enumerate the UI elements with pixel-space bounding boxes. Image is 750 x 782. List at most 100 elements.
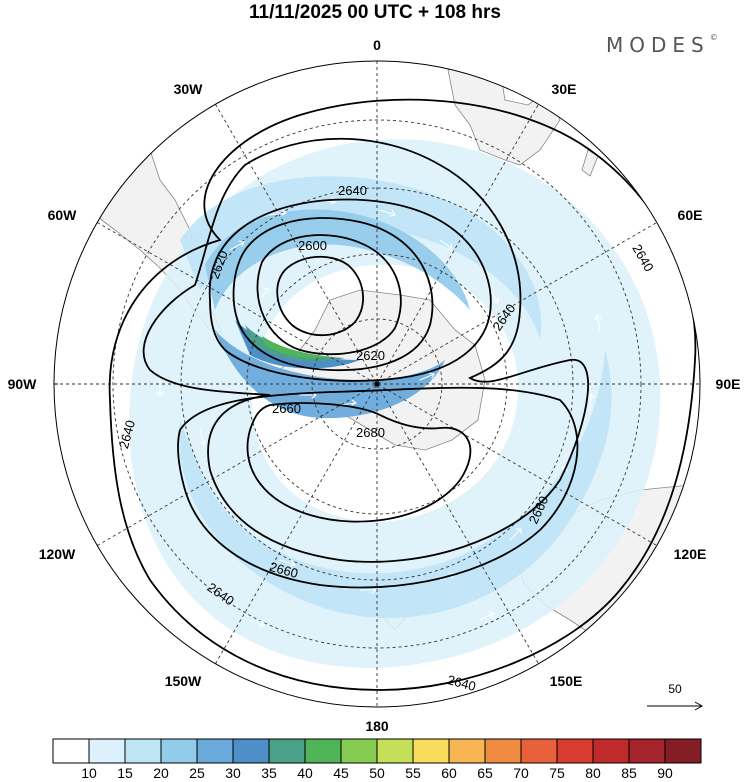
contour-label: 2640 bbox=[116, 418, 138, 450]
lon-label-150e: 150E bbox=[550, 673, 583, 689]
contour-2660-outer bbox=[177, 386, 579, 589]
contour-label: 2640 bbox=[446, 672, 478, 694]
contour-label: 2660 bbox=[268, 559, 300, 581]
wind-vector bbox=[249, 619, 265, 628]
lon-label-180: 180 bbox=[365, 718, 389, 734]
wind-vector bbox=[419, 372, 435, 381]
contour-2600-outer bbox=[256, 234, 402, 356]
colorbar-swatch bbox=[196, 738, 234, 764]
reference-vector: 50 bbox=[647, 682, 704, 711]
colorbar-swatch bbox=[448, 738, 486, 764]
colorbar-label: 55 bbox=[405, 765, 421, 781]
colorbar-label: 10 bbox=[81, 765, 97, 781]
wind-vector bbox=[259, 287, 269, 301]
wind-vector bbox=[269, 209, 288, 216]
wind-vector bbox=[379, 209, 396, 217]
wind-vector bbox=[479, 611, 495, 621]
contour-label: 2620 bbox=[356, 348, 385, 363]
contour-2600 bbox=[276, 255, 364, 337]
wind-band-40 bbox=[245, 325, 345, 362]
contour-2620-inner bbox=[232, 217, 434, 372]
wind-band-25 bbox=[205, 209, 470, 310]
longitude-labels: 0 30E 60E 90E 120E 150E 180 150W 120W 90… bbox=[8, 37, 741, 734]
colorbar-swatch bbox=[484, 738, 522, 764]
contour-label: 2680 bbox=[356, 425, 385, 440]
lon-label-90w: 90W bbox=[8, 376, 38, 392]
wind-band-20-south bbox=[178, 350, 612, 618]
lon-label-30w: 30W bbox=[174, 81, 204, 97]
latitude-circle-50s bbox=[112, 119, 642, 649]
lon-label-150w: 150W bbox=[165, 673, 202, 689]
map-title: 11/11/2025 00 UTC + 108 hrs bbox=[249, 2, 501, 23]
lon-label-120w: 120W bbox=[39, 546, 76, 562]
colorbar-swatch bbox=[232, 738, 270, 764]
wind-vector bbox=[489, 289, 499, 304]
colorbar-label: 40 bbox=[297, 765, 313, 781]
colorbar-label: 35 bbox=[261, 765, 277, 781]
lon-label-30e: 30E bbox=[552, 81, 577, 97]
wind-vector bbox=[279, 559, 296, 567]
south-pole-marker bbox=[374, 381, 380, 387]
colorbar-label: 25 bbox=[189, 765, 205, 781]
wind-vector bbox=[587, 393, 595, 411]
wind-band-45 bbox=[262, 336, 330, 358]
map-disc: 2600 2620 2620 2640 2640 2640 2640 2640 … bbox=[54, 61, 700, 707]
wind-vector bbox=[199, 429, 207, 446]
reference-vector-arrowhead bbox=[694, 701, 704, 711]
colorbar-swatch bbox=[412, 738, 450, 764]
colorbar-swatch bbox=[520, 738, 558, 764]
colorbar-label: 85 bbox=[621, 765, 637, 781]
colorbar-swatch bbox=[88, 738, 126, 764]
colorbar-swatch bbox=[376, 738, 414, 764]
colorbar-swatch bbox=[52, 738, 90, 764]
brand-name: MODES bbox=[606, 33, 710, 57]
colorbar-label: 15 bbox=[117, 765, 133, 781]
contour-label: 2660 bbox=[272, 401, 301, 416]
colorbar bbox=[52, 738, 702, 764]
colorbar-swatch bbox=[268, 738, 306, 764]
contour-2640 bbox=[142, 137, 589, 563]
lon-label-120e: 120E bbox=[674, 546, 707, 562]
colorbar-label: 60 bbox=[441, 765, 457, 781]
reference-vector-label: 50 bbox=[668, 682, 682, 696]
lon-label-60e: 60E bbox=[678, 207, 703, 223]
colorbar-swatch bbox=[160, 738, 198, 764]
wind-vector bbox=[156, 379, 164, 397]
colorbar-label: 65 bbox=[477, 765, 493, 781]
contour-label: 2640 bbox=[338, 183, 367, 198]
colorbar-swatch bbox=[556, 738, 594, 764]
lon-label-90e: 90E bbox=[716, 376, 741, 392]
colorbar-label: 45 bbox=[333, 765, 349, 781]
contour-label: 2600 bbox=[298, 238, 327, 253]
copyright-mark: © bbox=[709, 33, 718, 42]
colorbar-label: 20 bbox=[153, 765, 169, 781]
latitude-circle-80s bbox=[311, 318, 443, 450]
colorbar-swatch bbox=[592, 738, 630, 764]
wind-band-35 bbox=[235, 320, 360, 369]
wind-vector bbox=[229, 240, 245, 251]
wind-vector bbox=[299, 243, 315, 251]
lon-label-60w: 60W bbox=[48, 207, 78, 223]
graticule bbox=[54, 61, 700, 707]
colorbar-label: 70 bbox=[513, 765, 529, 781]
colorbar-label: 80 bbox=[585, 765, 601, 781]
wind-vector bbox=[594, 314, 602, 331]
colorbar-swatch bbox=[664, 738, 702, 764]
contour-2620 bbox=[208, 198, 492, 382]
colorbar-labels: 10 15 20 25 30 35 40 45 50 55 60 65 70 7… bbox=[81, 765, 673, 781]
colorbar-swatch bbox=[628, 738, 666, 764]
colorbar-label: 90 bbox=[657, 765, 673, 781]
height-contours bbox=[108, 98, 697, 691]
wind-vector bbox=[509, 528, 522, 541]
wind-vector bbox=[439, 239, 453, 250]
contour-2660 bbox=[246, 402, 472, 523]
contour-label: 2640 bbox=[629, 242, 656, 275]
colorbar-swatch bbox=[124, 738, 162, 764]
colorbar-label: 75 bbox=[549, 765, 565, 781]
contour-2640-outer bbox=[108, 98, 697, 691]
colorbar-swatch bbox=[340, 738, 378, 764]
colorbar-label: 30 bbox=[225, 765, 241, 781]
colorbar-swatch bbox=[304, 738, 342, 764]
lon-label-0: 0 bbox=[373, 37, 381, 53]
